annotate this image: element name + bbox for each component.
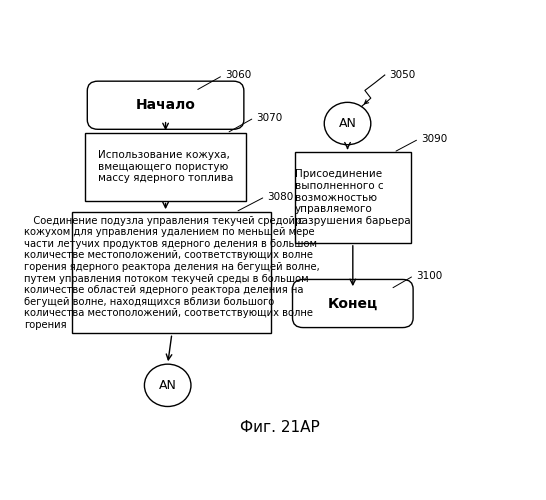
- Text: Соединение подузла управления текучей средой с
кожухом для управления удалением : Соединение подузла управления текучей ср…: [24, 216, 320, 330]
- Text: 3090: 3090: [421, 134, 447, 144]
- Bar: [85, 133, 246, 200]
- Text: AN: AN: [159, 379, 176, 392]
- Text: 3060: 3060: [225, 70, 251, 81]
- Circle shape: [324, 102, 371, 144]
- Circle shape: [144, 364, 191, 406]
- Text: AN: AN: [339, 117, 357, 130]
- Text: 3070: 3070: [256, 112, 282, 122]
- Text: Присоединение
выполненного с
возможностью
управляемого
разрушения барьера: Присоединение выполненного с возможность…: [295, 170, 411, 226]
- Text: Фиг. 21АР: Фиг. 21АР: [240, 420, 320, 436]
- Text: Конец: Конец: [328, 296, 378, 310]
- Text: 3050: 3050: [389, 70, 416, 80]
- Bar: [73, 212, 271, 334]
- Text: 3100: 3100: [416, 270, 442, 280]
- Text: Начало: Начало: [135, 98, 195, 112]
- Bar: [295, 152, 411, 243]
- Text: Использование кожуха,
вмещающего пористую
массу ядерного топлива: Использование кожуха, вмещающего пористу…: [98, 150, 233, 184]
- FancyBboxPatch shape: [87, 81, 244, 130]
- Text: 3080: 3080: [268, 192, 294, 202]
- FancyBboxPatch shape: [293, 280, 413, 328]
